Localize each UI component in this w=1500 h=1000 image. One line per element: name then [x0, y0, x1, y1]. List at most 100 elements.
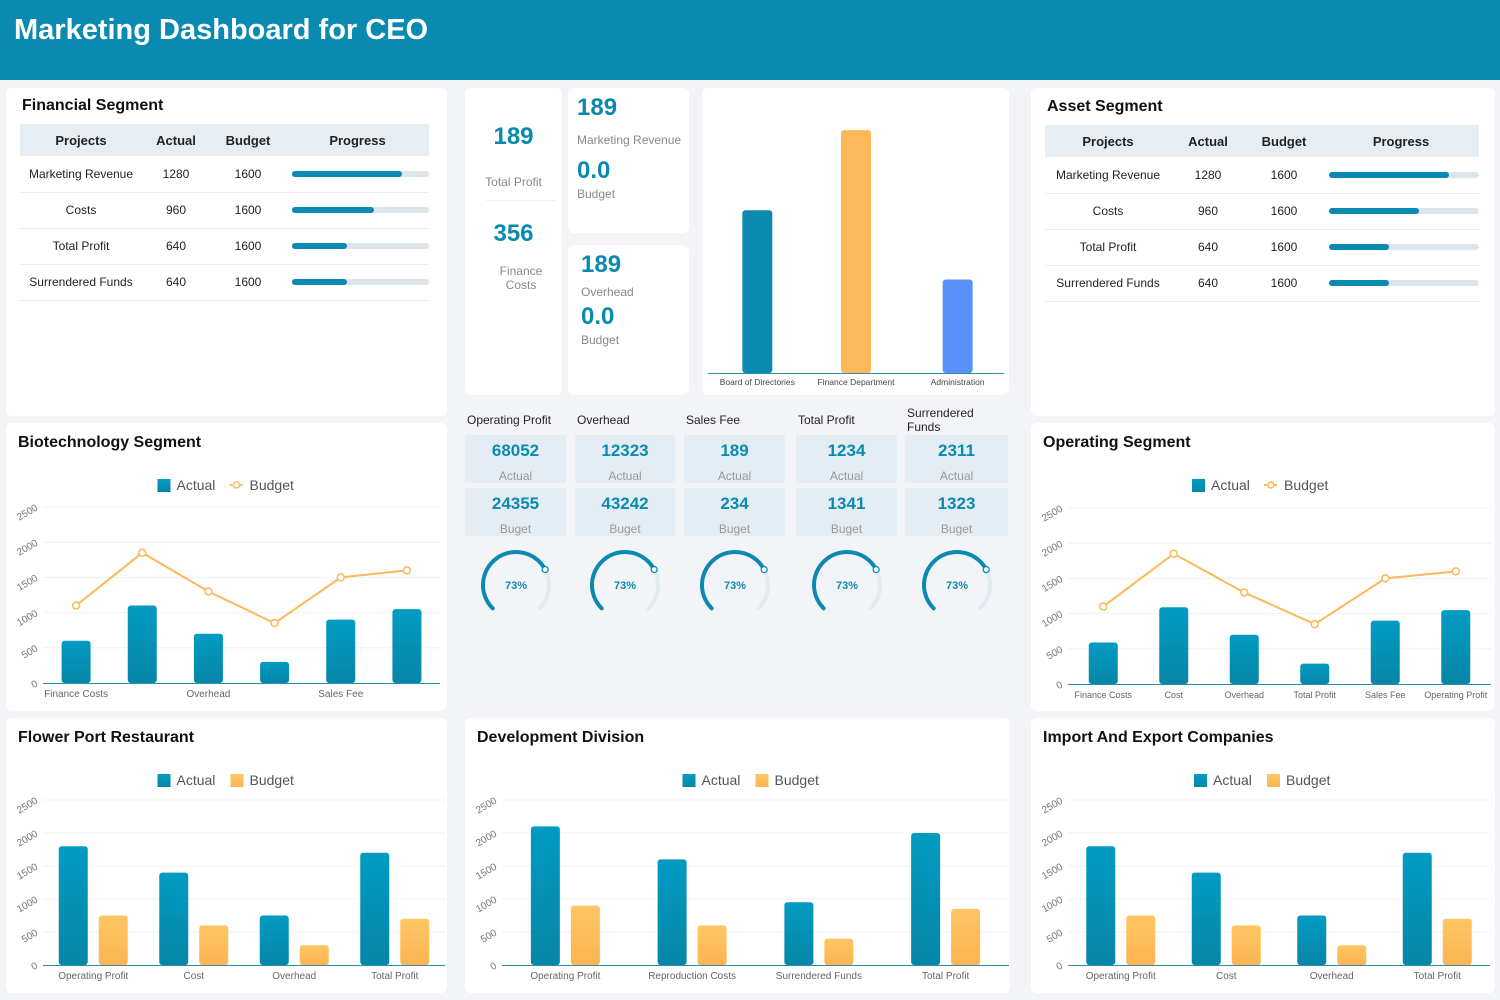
progress-bar: [292, 243, 429, 249]
metric-actual-value: 1234: [827, 441, 866, 460]
legend-budget-swatch: [1267, 774, 1280, 787]
kpi-label: Finance Costs: [499, 264, 543, 292]
x-tick-label: Surrendered Funds: [776, 971, 862, 982]
bar-actual: [1370, 620, 1400, 684]
kpi-label: Marketing Revenue: [577, 133, 682, 147]
bar-actual: [392, 609, 422, 683]
x-tick-label: Cost: [1216, 971, 1237, 982]
kpi-card-marketing-revenue: 189 Marketing Revenue 0.0 Budget: [568, 88, 689, 233]
x-tick-label: Operating Profit: [58, 971, 128, 982]
x-tick-label: Sales Fee: [1365, 690, 1406, 700]
bar-budget: [824, 938, 854, 965]
budget-cell: 1600: [210, 228, 286, 265]
project-cell: Total Profit: [20, 228, 142, 265]
flower-port-restaurant-panel: Flower Port Restaurant 0 500 1000 1500 2000 2…: [6, 718, 447, 993]
actual-cell: 640: [142, 264, 210, 301]
progress-cell: [286, 228, 429, 265]
x-tick-label: Finance Costs: [1074, 690, 1132, 700]
metric-budget-label: Buget: [830, 522, 863, 536]
gauge-fill: [590, 550, 657, 611]
bar-budget: [570, 905, 600, 965]
y-tick-label: 1000: [1040, 609, 1065, 630]
gauge-handle: [760, 565, 768, 574]
column-header: Progress: [1323, 125, 1479, 157]
bar-budget: [1231, 925, 1261, 965]
flower-port-chart: 0 500 1000 1500 2000 2500 Operating Profit Cost…: [15, 772, 445, 982]
progress-cell: [286, 264, 429, 301]
x-tick-label: Sales Fee: [318, 689, 363, 700]
bar-actual: [61, 640, 91, 683]
metric-actual-label: Actual: [717, 469, 752, 483]
budget-cell: 1600: [1245, 193, 1323, 230]
bar-actual: [58, 846, 88, 965]
table-row: Marketing Revenue 1280 1600: [20, 156, 429, 193]
budget-line: [1102, 552, 1456, 626]
bar-budget: [1337, 945, 1367, 965]
legend-budget-label: Budget: [250, 772, 294, 788]
legend-budget-label: Budget: [1284, 477, 1328, 493]
metric-budget-box: 1323 Buget: [905, 488, 1008, 536]
legend-budget-icon: [1267, 481, 1275, 489]
column-header: Projects: [20, 124, 142, 156]
legend-budget-swatch: [230, 774, 244, 787]
metric-budget-box: 234 Buget: [684, 488, 785, 536]
metric-budget-value: 1323: [937, 494, 976, 513]
gauge-label: 73%: [945, 580, 967, 592]
y-tick-label: 2000: [1040, 828, 1065, 849]
actual-cell: 640: [1171, 265, 1245, 302]
column-header: Budget: [1245, 125, 1323, 157]
bar-actual: [1297, 915, 1327, 965]
x-tick-label: Total Profit: [1293, 690, 1336, 700]
asset-table: Projects Actual Budget Progress Marketing R…: [1045, 125, 1479, 302]
y-tick-label: 2000: [15, 828, 40, 849]
asset-segment-panel: Asset Segment Projects Actual Budget Progre…: [1031, 88, 1495, 416]
metric-actual-label: Actual: [498, 469, 533, 483]
bar-actual: [260, 661, 290, 683]
legend-actual-swatch: [157, 774, 171, 787]
table-row: Total Profit 640 1600: [20, 228, 429, 265]
gauge-label: 73%: [723, 580, 745, 592]
kpi-budget-value: 0.0: [577, 157, 611, 184]
table-row: Costs 960 1600: [20, 192, 429, 229]
metric-actual-box: 68052 Actual: [465, 435, 566, 483]
gauge-fill: [811, 550, 878, 611]
x-tick-label: Overhead: [1224, 690, 1264, 700]
bar-budget: [299, 945, 329, 965]
project-cell: Surrendered Funds: [20, 264, 142, 301]
y-tick-label: 0: [30, 960, 41, 973]
bar-actual: [530, 826, 560, 965]
kpi-label: Budget: [581, 333, 620, 347]
gauge-label: 73%: [835, 580, 857, 592]
metric-label: Overhead: [577, 413, 630, 427]
y-tick-label: 1000: [474, 894, 499, 915]
legend-actual-label: Actual: [1213, 772, 1252, 788]
budget-point: [204, 587, 213, 596]
x-tick-label: Total Profit: [371, 971, 418, 982]
y-tick-label: 2500: [474, 795, 499, 816]
bar-actual: [911, 833, 941, 965]
y-tick-label: 500: [1045, 644, 1065, 662]
progress-fill: [292, 279, 347, 285]
bar-budget: [1126, 915, 1156, 965]
panel-title: Development Division: [477, 729, 645, 746]
y-tick-label: 0: [1055, 960, 1066, 973]
column-header: Budget: [210, 124, 286, 156]
progress-fill: [292, 243, 347, 249]
y-tick-label: 2500: [15, 795, 40, 816]
y-tick-label: 500: [1045, 927, 1065, 945]
column-header: Actual: [142, 124, 210, 156]
metric-label: Surrendered Funds: [907, 406, 974, 434]
progress-bar: [292, 170, 429, 177]
biotechnology-segment-panel: Biotechnology Segment 0 500 1000 1500 2000 25…: [6, 423, 447, 711]
budget-point: [1381, 574, 1390, 583]
kpi-card-total-profit: 189 Total Profit 356 Finance Costs: [465, 88, 562, 395]
metric-label: Total Profit: [798, 413, 855, 427]
budget-point: [71, 601, 81, 610]
budget-cell: 1600: [1245, 265, 1323, 302]
bar-actual: [1086, 846, 1116, 965]
header: Marketing Dashboard for CEO: [0, 0, 1500, 80]
metric-actual-box: 189 Actual: [684, 435, 785, 483]
metric-label: Sales Fee: [686, 413, 741, 427]
budget-point: [138, 548, 147, 558]
page-title: Marketing Dashboard for CEO: [14, 14, 429, 46]
